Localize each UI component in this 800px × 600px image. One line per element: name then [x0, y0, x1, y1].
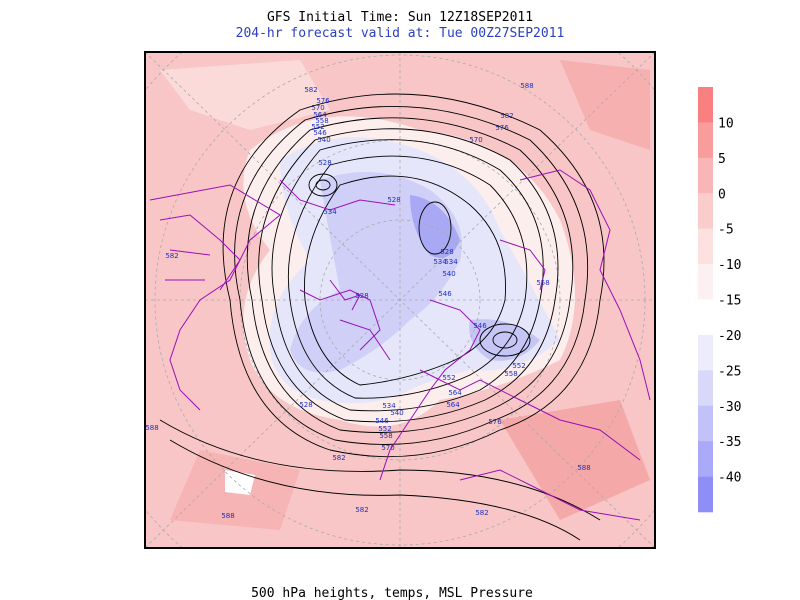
warm-region — [225, 470, 255, 495]
contour-label: 582 — [500, 112, 513, 120]
warm-region — [560, 60, 650, 150]
contour-label: 576 — [495, 124, 509, 132]
colorbar-bin — [698, 228, 713, 265]
contour-label: 552 — [378, 425, 391, 433]
contour-label: 540 — [442, 270, 455, 278]
title: GFS Initial Time: Sun 12Z18SEP2011 — [267, 10, 533, 25]
colorbar-bin — [698, 334, 713, 371]
contour-label: 534 — [323, 208, 337, 216]
colorbar-label: -15 — [718, 294, 741, 309]
contour-label: 558 — [315, 117, 328, 125]
contour-label: 570 — [381, 444, 394, 452]
cold-core — [469, 319, 540, 361]
colorbar-bin — [698, 157, 713, 194]
colorbar-label: -10 — [718, 258, 741, 273]
coastlines — [149, 169, 651, 521]
contour-label: 582 — [304, 86, 317, 94]
contour-label: 576 — [488, 418, 502, 426]
contour-label: 558 — [536, 279, 549, 287]
contour-label: 546 — [473, 322, 487, 330]
contour-label: 588 — [145, 424, 158, 432]
colorbar-label: -5 — [718, 223, 734, 238]
colorbar-bin — [698, 299, 713, 336]
contour-label: 528 — [440, 248, 453, 256]
contour-label: 528 — [299, 401, 312, 409]
contour-label: 570 — [469, 136, 482, 144]
contour-label: 588 — [221, 512, 234, 520]
contour-label: 558 — [379, 432, 392, 440]
colorbar-bin — [698, 87, 713, 123]
contour-label: 582 — [475, 509, 488, 517]
contour-label: 564 — [448, 389, 462, 397]
colorbar-label: 5 — [718, 152, 726, 167]
contour-label: 582 — [355, 506, 368, 514]
colorbar: 10 5 0 -5 -10 -15 -20 -25 -30 -35 -40 — [698, 87, 741, 513]
contour-label: 582 — [332, 454, 345, 462]
contour-label: 558 — [504, 370, 517, 378]
colorbar-bin — [698, 193, 713, 229]
contour-label: 534 — [433, 258, 447, 266]
footer: 500 hPa heights, temps, MSL Pressure — [251, 586, 533, 600]
map-frame — [144, 51, 656, 549]
colorbar-bin — [698, 441, 713, 477]
colorbar-bin — [698, 370, 713, 407]
contour-label: 534 — [382, 402, 396, 410]
cold-core — [410, 195, 460, 258]
colorbar-bin — [698, 122, 713, 159]
warm-region — [160, 60, 330, 130]
contour-label: 588 — [577, 464, 590, 472]
contour-label: 540 — [317, 136, 330, 144]
colorbar-label: -40 — [718, 471, 741, 486]
colorbar-bin — [698, 264, 713, 300]
colorbar-bin — [698, 405, 713, 442]
contour-label: 552 — [442, 374, 455, 382]
colorbar-bin — [698, 476, 713, 513]
contour-label: 552 — [512, 362, 525, 370]
contour-label: 576 — [316, 97, 330, 105]
contours — [159, 93, 605, 541]
contour-labels: 5825765705645585525465405285345885825765… — [145, 82, 590, 520]
contour-label: 564 — [313, 111, 327, 119]
subtitle: 204-hr forecast valid at: Tue 00Z27SEP20… — [236, 26, 565, 41]
contour-label: 582 — [165, 252, 178, 260]
warm-region — [500, 400, 650, 520]
colorbar-label: -20 — [718, 329, 741, 344]
contour-label: 528 — [318, 159, 331, 167]
colorbar-label: 0 — [718, 187, 726, 202]
contour-label: 546 — [313, 129, 327, 137]
colorbar-label: -30 — [718, 400, 741, 415]
contour-label: 534 — [444, 258, 458, 266]
colorbar-label: -35 — [718, 435, 741, 450]
map-area: 5825765705645585525465405285345885825765… — [145, 52, 655, 548]
contour-label: 528 — [355, 292, 368, 300]
contour-label: 546 — [375, 417, 389, 425]
contour-label: 588 — [520, 82, 533, 90]
colorbar-label: 10 — [718, 116, 734, 131]
contour-label: 528 — [387, 196, 400, 204]
contour-label: 540 — [390, 409, 403, 417]
colorbar-label: -25 — [718, 364, 741, 379]
contour-label: 564 — [446, 401, 460, 409]
contour-label: 552 — [311, 123, 324, 131]
contour-label: 570 — [311, 104, 324, 112]
contour-label: 546 — [438, 290, 452, 298]
